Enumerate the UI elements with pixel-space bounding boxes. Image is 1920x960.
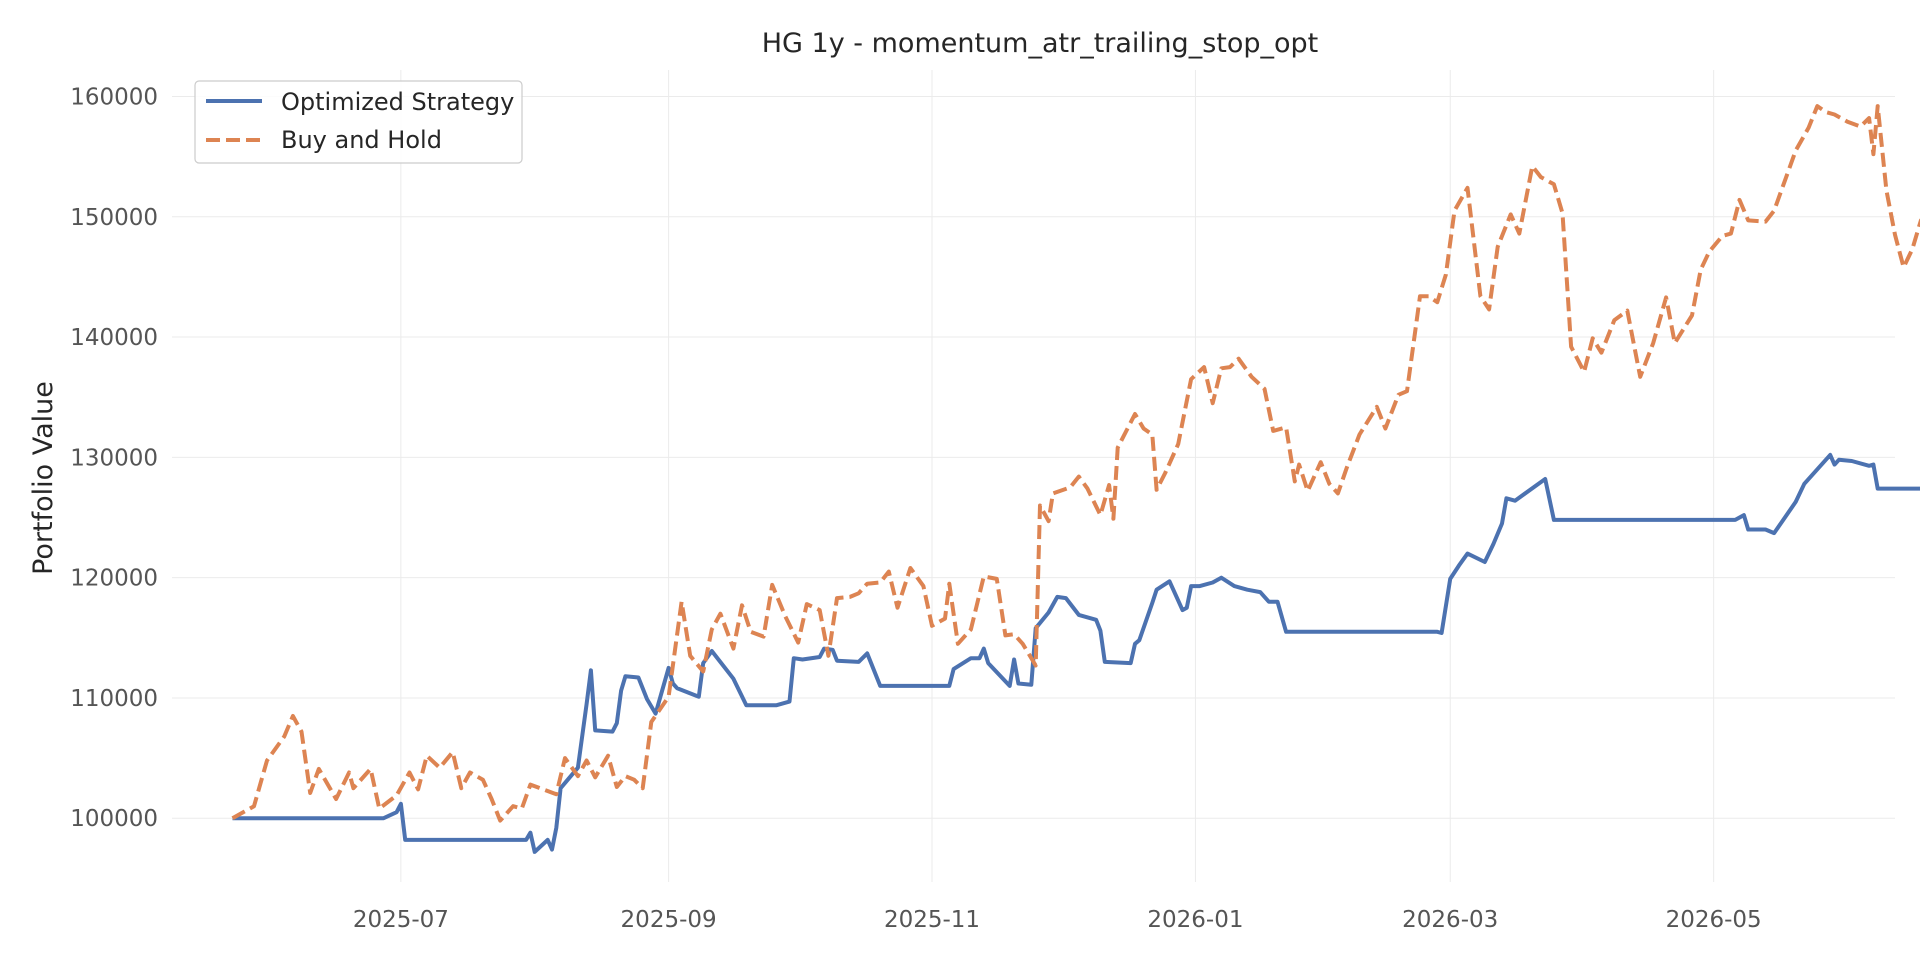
y-axis-ticks: 100000 110000 120000 130000 140000 150000 1600… bbox=[70, 84, 158, 832]
series-layer bbox=[231, 104, 1920, 854]
legend-label-strategy: Optimized Strategy bbox=[281, 88, 514, 116]
y-tick-label: 140000 bbox=[70, 325, 158, 351]
grid-layer bbox=[172, 70, 1895, 882]
y-tick-label: 150000 bbox=[70, 205, 158, 231]
y-axis-label: Portfolio Value bbox=[28, 381, 59, 575]
x-tick-label: 2025-09 bbox=[621, 907, 717, 933]
series-line-buy-and-hold bbox=[231, 104, 1920, 823]
y-tick-label: 120000 bbox=[70, 566, 158, 592]
y-tick-label: 130000 bbox=[70, 445, 158, 471]
legend-label-buy-hold: Buy and Hold bbox=[281, 126, 442, 154]
y-tick-label: 160000 bbox=[70, 84, 158, 110]
x-tick-label: 2026-05 bbox=[1666, 907, 1762, 933]
legend-frame bbox=[194, 80, 523, 164]
x-tick-label: 2026-03 bbox=[1402, 907, 1498, 933]
legend: Optimized Strategy Buy and Hold bbox=[194, 80, 523, 164]
y-tick-label: 100000 bbox=[70, 806, 158, 832]
x-axis-ticks: 2025-07 2025-09 2025-11 2026-01 2026-03 2026-… bbox=[353, 907, 1762, 933]
x-tick-label: 2025-07 bbox=[353, 907, 449, 933]
x-tick-label: 2026-01 bbox=[1147, 907, 1243, 933]
chart-title: HG 1y - momentum_atr_trailing_stop_opt bbox=[762, 28, 1319, 59]
x-tick-label: 2025-11 bbox=[884, 907, 980, 933]
y-tick-label: 110000 bbox=[70, 686, 158, 712]
series-line-optimized-strategy bbox=[232, 452, 1920, 854]
